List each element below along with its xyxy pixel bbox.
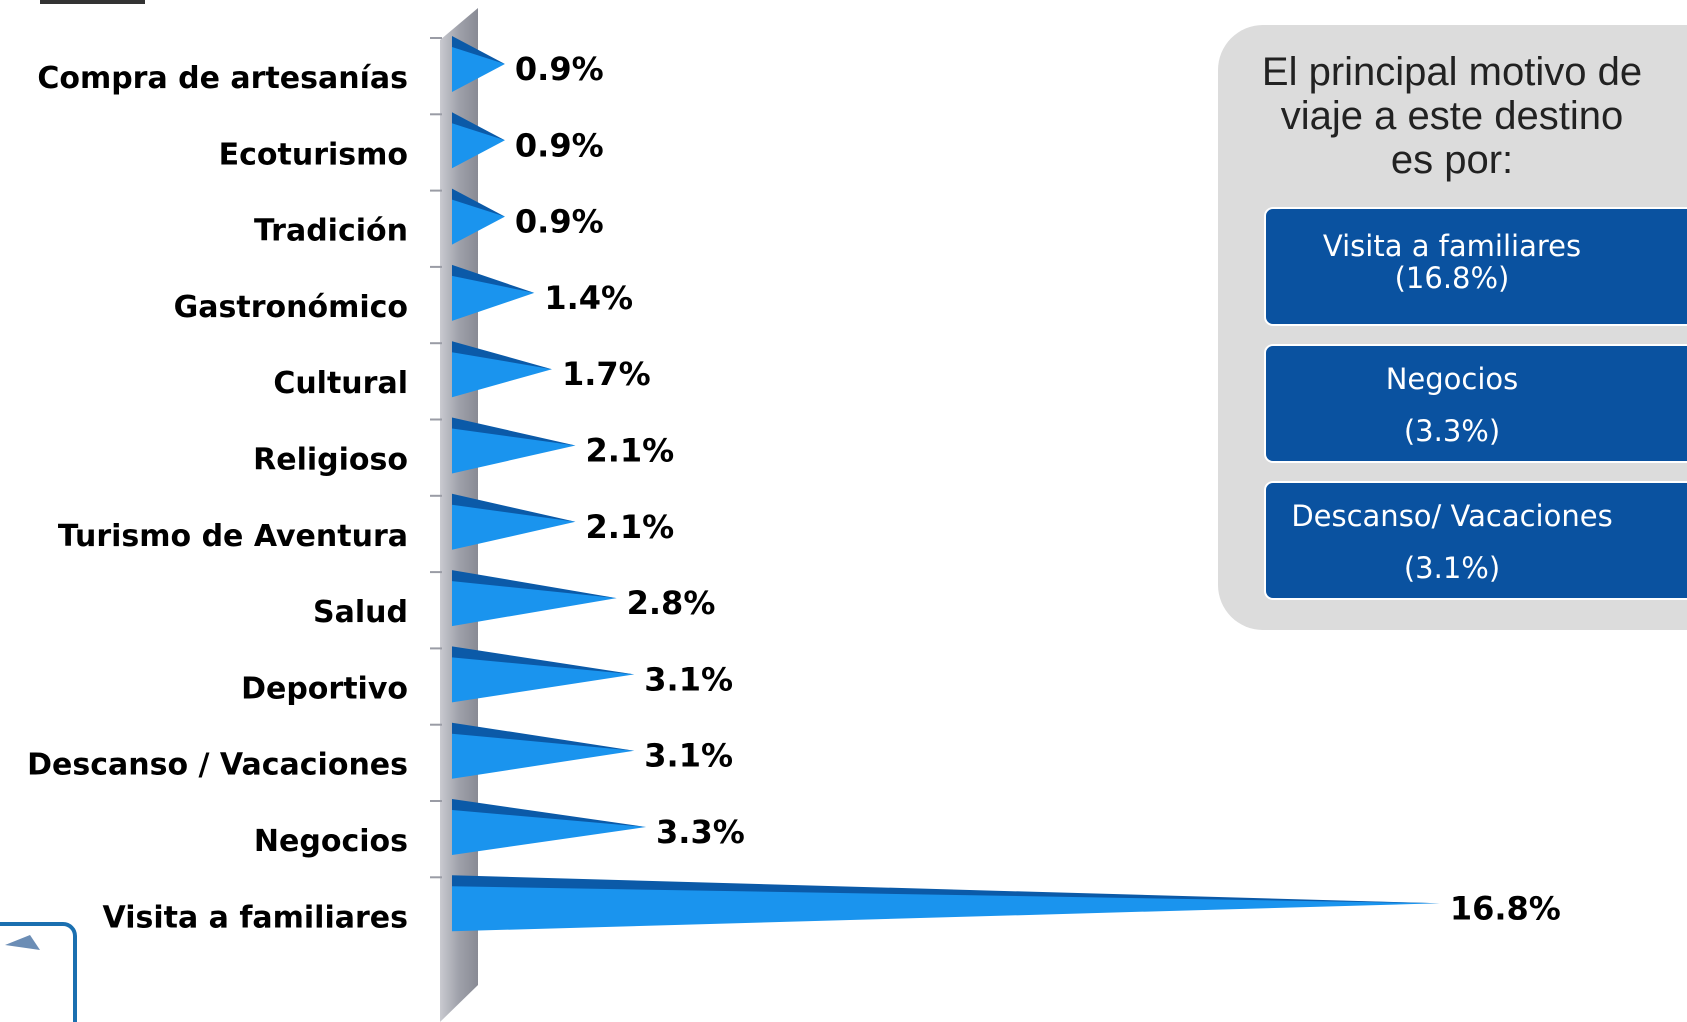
bar: [452, 116, 505, 169]
top-rule: [40, 0, 145, 4]
bar-shade: [452, 188, 505, 217]
bar-shade: [452, 799, 647, 827]
bar-shade: [452, 875, 1440, 904]
panel-item-value: (3.3%): [1404, 414, 1500, 448]
value-label: 1.4%: [544, 279, 633, 317]
bar-shade: [452, 36, 505, 64]
category-label: Religioso: [253, 443, 408, 478]
value-label: 1.7%: [562, 355, 651, 393]
value-label: 2.1%: [585, 508, 674, 546]
panel-item-name: Visita a familiares: [1323, 229, 1581, 263]
category-label: Turismo de Aventura: [58, 519, 408, 554]
category-label: Salud: [313, 595, 408, 630]
value-label: 2.1%: [585, 432, 674, 470]
value-label: 0.9%: [515, 50, 604, 88]
bar: [452, 879, 1440, 932]
value-label: 0.9%: [515, 126, 604, 164]
category-label: Deportivo: [241, 671, 408, 706]
summary-panel: [1218, 25, 1687, 630]
bar-shade: [452, 417, 576, 446]
panel-item-name: Descanso/ Vacaciones: [1291, 499, 1612, 533]
category-label: Gastronómico: [174, 290, 408, 325]
value-label: 16.8%: [1450, 889, 1561, 927]
panel-item-name: Negocios: [1386, 362, 1519, 396]
panel-item-value: (3.1%): [1404, 551, 1500, 585]
bar: [452, 497, 576, 550]
value-label: 3.3%: [656, 813, 745, 851]
bar-shade: [452, 493, 576, 522]
value-label: 3.1%: [644, 660, 733, 698]
bars: Compra de artesanías 0.9% Ecoturismo 0.9% Tr…: [27, 36, 1561, 935]
panel-title: es por:: [1391, 138, 1513, 182]
category-label: Visita a familiares: [103, 900, 408, 935]
category-label: Tradición: [254, 214, 408, 249]
value-label: 2.8%: [627, 584, 716, 622]
bar-shade: [452, 341, 552, 370]
value-label: 3.1%: [644, 737, 733, 775]
panel-item-box: [1264, 344, 1687, 463]
bar-shade: [452, 722, 635, 751]
bar: [452, 421, 576, 474]
bar: [452, 345, 552, 398]
panel-title: El principal motivo de: [1262, 50, 1642, 94]
bar: [452, 726, 635, 779]
bar-shade: [452, 646, 635, 675]
bar-shade: [452, 112, 505, 141]
bar: [452, 40, 505, 92]
category-label: Descanso / Vacaciones: [27, 748, 408, 783]
bar: [452, 192, 505, 245]
bar-shade: [452, 570, 617, 599]
panel-item-value: (16.8%): [1395, 261, 1510, 295]
logo: [0, 922, 77, 1022]
value-label: 0.9%: [515, 203, 604, 241]
category-label: Ecoturismo: [219, 137, 408, 172]
bar: [452, 650, 635, 703]
category-label: Negocios: [254, 824, 408, 859]
bar: [452, 268, 535, 321]
category-label: Cultural: [273, 366, 408, 401]
panel-item-box: [1264, 207, 1687, 326]
bar-shade: [452, 264, 535, 293]
category-label: Compra de artesanías: [37, 61, 408, 96]
panel-item-box: [1264, 481, 1687, 600]
panel-title: viaje a este destino: [1281, 94, 1623, 138]
bar: [452, 574, 617, 627]
bar: [452, 803, 647, 855]
